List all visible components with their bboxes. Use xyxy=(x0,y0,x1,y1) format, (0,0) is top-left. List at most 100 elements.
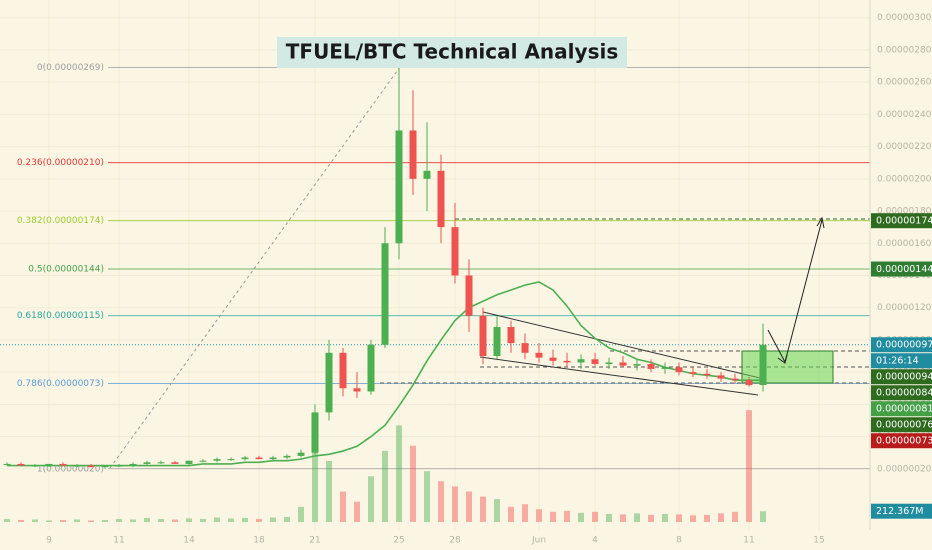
volume-tag-bg xyxy=(871,503,932,519)
candle-body xyxy=(577,359,585,363)
candle-body xyxy=(227,459,235,461)
y-tick-label: 0.00000020 xyxy=(877,464,932,474)
candle-body xyxy=(591,359,599,365)
volume-bar xyxy=(4,518,10,522)
candle-body xyxy=(17,463,25,466)
x-tick-label: 14 xyxy=(183,536,195,546)
volume-bar xyxy=(564,510,570,522)
volume-bar xyxy=(452,486,458,522)
volume-tag: 212.367M xyxy=(876,506,923,517)
candle-body xyxy=(717,375,725,379)
volume-bar xyxy=(46,520,52,522)
volume-bar xyxy=(424,471,430,522)
price-tag: 0.00000081 xyxy=(876,404,932,415)
price-tag-bg xyxy=(871,417,932,433)
volume-bar xyxy=(746,410,752,522)
candle-body xyxy=(437,170,445,228)
volume xyxy=(4,410,766,522)
candle-body xyxy=(255,457,263,460)
candle-body xyxy=(297,452,305,456)
candle-body xyxy=(465,275,473,316)
trendline xyxy=(479,356,759,396)
volume-bar xyxy=(298,506,304,522)
x-tick-label: 21 xyxy=(309,536,320,546)
price-tag: 0.00000144 xyxy=(876,264,932,275)
volume-bar xyxy=(760,511,766,522)
fib-label: 0.618(0.00000115) xyxy=(17,311,104,321)
fib-label: 0(0.00000269) xyxy=(37,63,104,73)
volume-bar xyxy=(144,517,150,522)
volume-bar xyxy=(438,481,444,522)
volume-bar xyxy=(60,519,66,522)
x-tick-label: 28 xyxy=(449,536,461,546)
volume-bar xyxy=(270,517,276,522)
volume-bar xyxy=(116,518,122,522)
price-tag: 0.00000076 xyxy=(876,420,932,431)
candle-body xyxy=(171,462,179,464)
price-tag-bg xyxy=(871,213,932,229)
arrow-head xyxy=(816,216,825,229)
price-tag-bg xyxy=(871,401,932,417)
candle-body xyxy=(493,327,501,357)
volume-bar xyxy=(354,501,360,522)
candle-body xyxy=(423,170,431,179)
volume-bar xyxy=(326,461,332,522)
price-tag: 0.00000094 xyxy=(876,372,932,383)
volume-bar xyxy=(732,511,738,522)
price-tag: 0.00000073 xyxy=(876,436,932,447)
candle-body xyxy=(381,243,389,345)
candle-body xyxy=(689,372,697,374)
candle-body xyxy=(661,367,669,369)
candle-body xyxy=(283,455,291,458)
candle-body xyxy=(73,465,81,467)
price-tag-bg xyxy=(871,385,932,401)
volume-bar xyxy=(704,514,710,522)
candle-body xyxy=(87,465,95,468)
volume-bar xyxy=(522,504,528,522)
trendline xyxy=(482,311,761,379)
fib-label: 0.5(0.00000144) xyxy=(28,265,104,275)
arrow-head xyxy=(777,354,788,364)
drawings xyxy=(109,66,870,469)
countdown: 01:26:14 xyxy=(876,356,919,367)
x-tick-label: 8 xyxy=(676,536,682,546)
countdown-bg xyxy=(871,353,932,369)
price-tag-bg xyxy=(871,261,932,277)
volume-bar xyxy=(536,509,542,522)
y-tick-label: 0.00000240 xyxy=(877,110,932,120)
volume-bar xyxy=(662,513,668,522)
volume-bar xyxy=(550,511,556,522)
candle-body xyxy=(213,459,221,461)
candle-body xyxy=(269,457,277,460)
candle-body xyxy=(101,465,109,468)
volume-bar xyxy=(480,496,486,522)
volume-bar xyxy=(578,512,584,522)
candle-body xyxy=(115,465,123,467)
candle-body xyxy=(143,462,151,464)
candle-body xyxy=(633,364,641,366)
candle-body xyxy=(535,352,543,358)
arrows xyxy=(767,216,825,364)
y-tick-label: 0.00000260 xyxy=(877,78,932,88)
candle-body xyxy=(353,388,361,392)
volume-bar xyxy=(410,445,416,522)
price-tag: 0.00000174 xyxy=(876,216,932,227)
target-box xyxy=(741,350,834,384)
volume-bar xyxy=(648,514,654,522)
y-tick-label: 0.00000160 xyxy=(877,239,932,249)
candles xyxy=(3,67,767,469)
x-tick-label: Jun xyxy=(531,536,546,546)
x-tick-label: 11 xyxy=(743,536,754,546)
projection-arrow xyxy=(767,219,823,364)
candle-body xyxy=(759,344,767,386)
candle-body xyxy=(199,460,207,462)
candle-body xyxy=(507,327,515,344)
candle-body xyxy=(647,364,655,369)
candle-body xyxy=(549,357,557,361)
volume-bar xyxy=(508,506,514,522)
candle-body xyxy=(409,130,417,179)
volume-bar xyxy=(620,514,626,522)
x-tick-label: 9 xyxy=(46,536,52,546)
